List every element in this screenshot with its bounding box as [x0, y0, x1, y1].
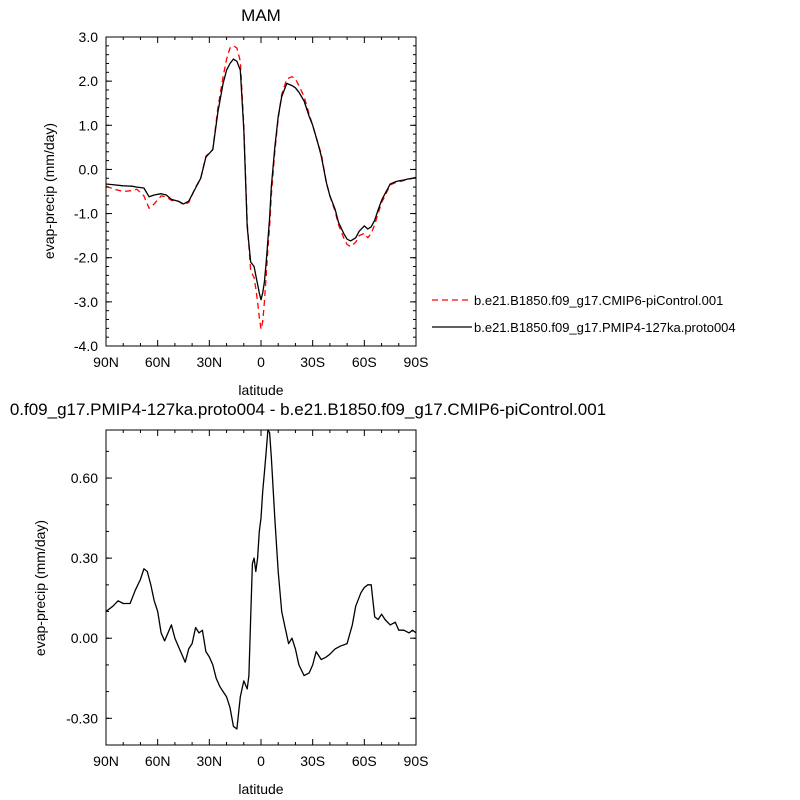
top-series-line-2	[105, 58, 417, 301]
bottom-x-axis-label: latitude	[238, 781, 283, 797]
top-series-line-1	[105, 45, 417, 330]
top-ticks: 90N 60N 30N 0 30S 60S 90S 3.0 2.0 1.0 0.0 -1.0 -2.0 -…	[74, 29, 429, 370]
top-y-tick-label: 3.0	[79, 29, 99, 45]
top-y-tick-label: -4.0	[74, 338, 98, 354]
top-panel: MAM 90N 60N 30N 0 30S 60S 90S 3.0 2.0 1.0 0.0 -1.0 -…	[41, 6, 736, 398]
top-y-tick-label: -2.0	[74, 250, 98, 266]
top-series-group	[105, 45, 417, 330]
top-chart-title: MAM	[241, 6, 281, 25]
bottom-y-tick-label: 0.30	[71, 550, 98, 566]
legend: b.e21.B1850.f09_g17.CMIP6-piControl.001 …	[432, 293, 736, 335]
bottom-x-tick-label: 90S	[404, 753, 429, 769]
bottom-x-tick-label: 90N	[93, 753, 119, 769]
top-y-tick-label: 0.0	[79, 161, 99, 177]
bottom-chart-title: 0.f09_g17.PMIP4-127ka.proto004 - b.e21.B…	[10, 400, 606, 419]
bottom-x-tick-label: 30S	[300, 753, 325, 769]
top-x-tick-label: 60N	[145, 354, 171, 370]
bottom-x-tick-label: 30N	[196, 753, 222, 769]
bottom-x-tick-label: 60N	[145, 753, 171, 769]
bottom-y-tick-label: 0.00	[71, 630, 98, 646]
top-x-tick-label: 60S	[352, 354, 377, 370]
top-x-tick-label: 30S	[300, 354, 325, 370]
top-y-tick-label: -1.0	[74, 206, 98, 222]
bottom-series-group	[105, 429, 417, 730]
bottom-plot-frame	[105, 429, 417, 746]
top-y-tick-label: -3.0	[74, 294, 98, 310]
bottom-x-tick-label: 60S	[352, 753, 377, 769]
bottom-ticks: 90N 60N 30N 0 30S 60S 90S 0.60 0.30 0.00 -0.30	[66, 430, 428, 769]
top-y-tick-label: 2.0	[79, 73, 99, 89]
top-y-axis-label: evap-precip (mm/day)	[41, 123, 57, 259]
top-x-tick-label: 30N	[196, 354, 222, 370]
bottom-series-line-1	[105, 429, 417, 730]
bottom-y-tick-label: 0.60	[71, 470, 98, 486]
top-x-tick-label: 90N	[93, 354, 119, 370]
bottom-x-tick-label: 0	[257, 753, 265, 769]
bottom-panel: 0.f09_g17.PMIP4-127ka.proto004 - b.e21.B…	[10, 400, 606, 797]
top-y-tick-label: 1.0	[79, 117, 99, 133]
top-x-axis-label: latitude	[238, 382, 283, 398]
legend-label-127ka: b.e21.B1850.f09_g17.PMIP4-127ka.proto004	[474, 320, 736, 335]
top-x-tick-label: 90S	[404, 354, 429, 370]
bottom-y-tick-label: -0.30	[66, 710, 98, 726]
legend-label-picontrol: b.e21.B1850.f09_g17.CMIP6-piControl.001	[474, 293, 723, 308]
bottom-y-axis-label: evap-precip (mm/day)	[32, 520, 48, 656]
top-x-tick-label: 0	[257, 354, 265, 370]
